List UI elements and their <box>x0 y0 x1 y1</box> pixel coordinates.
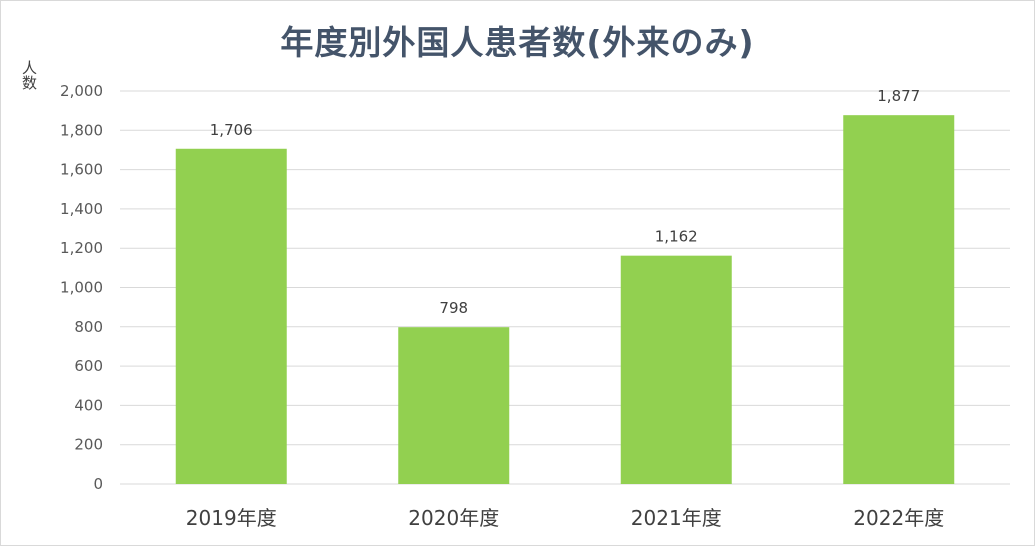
data-label: 1,877 <box>877 87 920 105</box>
y-tick-label: 1,800 <box>60 121 103 139</box>
bar <box>620 255 732 484</box>
x-axis-categories: 2019年度 2020年度 2021年度 2022年度 <box>186 506 944 530</box>
x-category-label: 2020年度 <box>408 506 499 530</box>
y-tick-label: 0 <box>93 475 103 493</box>
y-tick-label: 1,600 <box>60 161 103 179</box>
y-tick-label: 2,000 <box>60 82 103 100</box>
y-tick-label: 600 <box>74 357 103 375</box>
y-axis-label: 人数 <box>20 60 38 90</box>
chart-title: 年度別外国人患者数(外来のみ) <box>280 23 755 62</box>
x-category-label: 2021年度 <box>631 506 722 530</box>
bar <box>175 148 287 484</box>
y-tick-label: 1,000 <box>60 279 103 297</box>
y-tick-label: 800 <box>74 318 103 336</box>
bars <box>175 115 955 485</box>
bar <box>843 115 955 485</box>
y-tick-label: 1,200 <box>60 239 103 257</box>
bar <box>398 327 510 484</box>
x-category-label: 2019年度 <box>186 506 277 530</box>
data-label: 1,162 <box>655 228 698 246</box>
data-label: 1,706 <box>210 121 253 139</box>
x-category-label: 2022年度 <box>853 506 944 530</box>
data-labels: 1,706 798 1,162 1,877 <box>210 87 920 317</box>
y-axis-ticks: 0 200 400 600 800 1,000 1,200 1,400 1,600 1,800 2,… <box>60 82 103 493</box>
y-tick-label: 400 <box>74 396 103 414</box>
y-tick-label: 200 <box>74 436 103 454</box>
data-label: 798 <box>439 299 468 317</box>
y-tick-label: 1,400 <box>60 200 103 218</box>
